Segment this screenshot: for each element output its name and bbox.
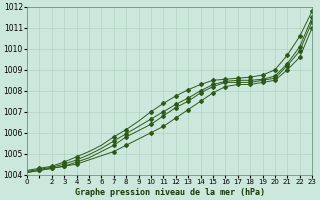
X-axis label: Graphe pression niveau de la mer (hPa): Graphe pression niveau de la mer (hPa) <box>75 188 265 197</box>
